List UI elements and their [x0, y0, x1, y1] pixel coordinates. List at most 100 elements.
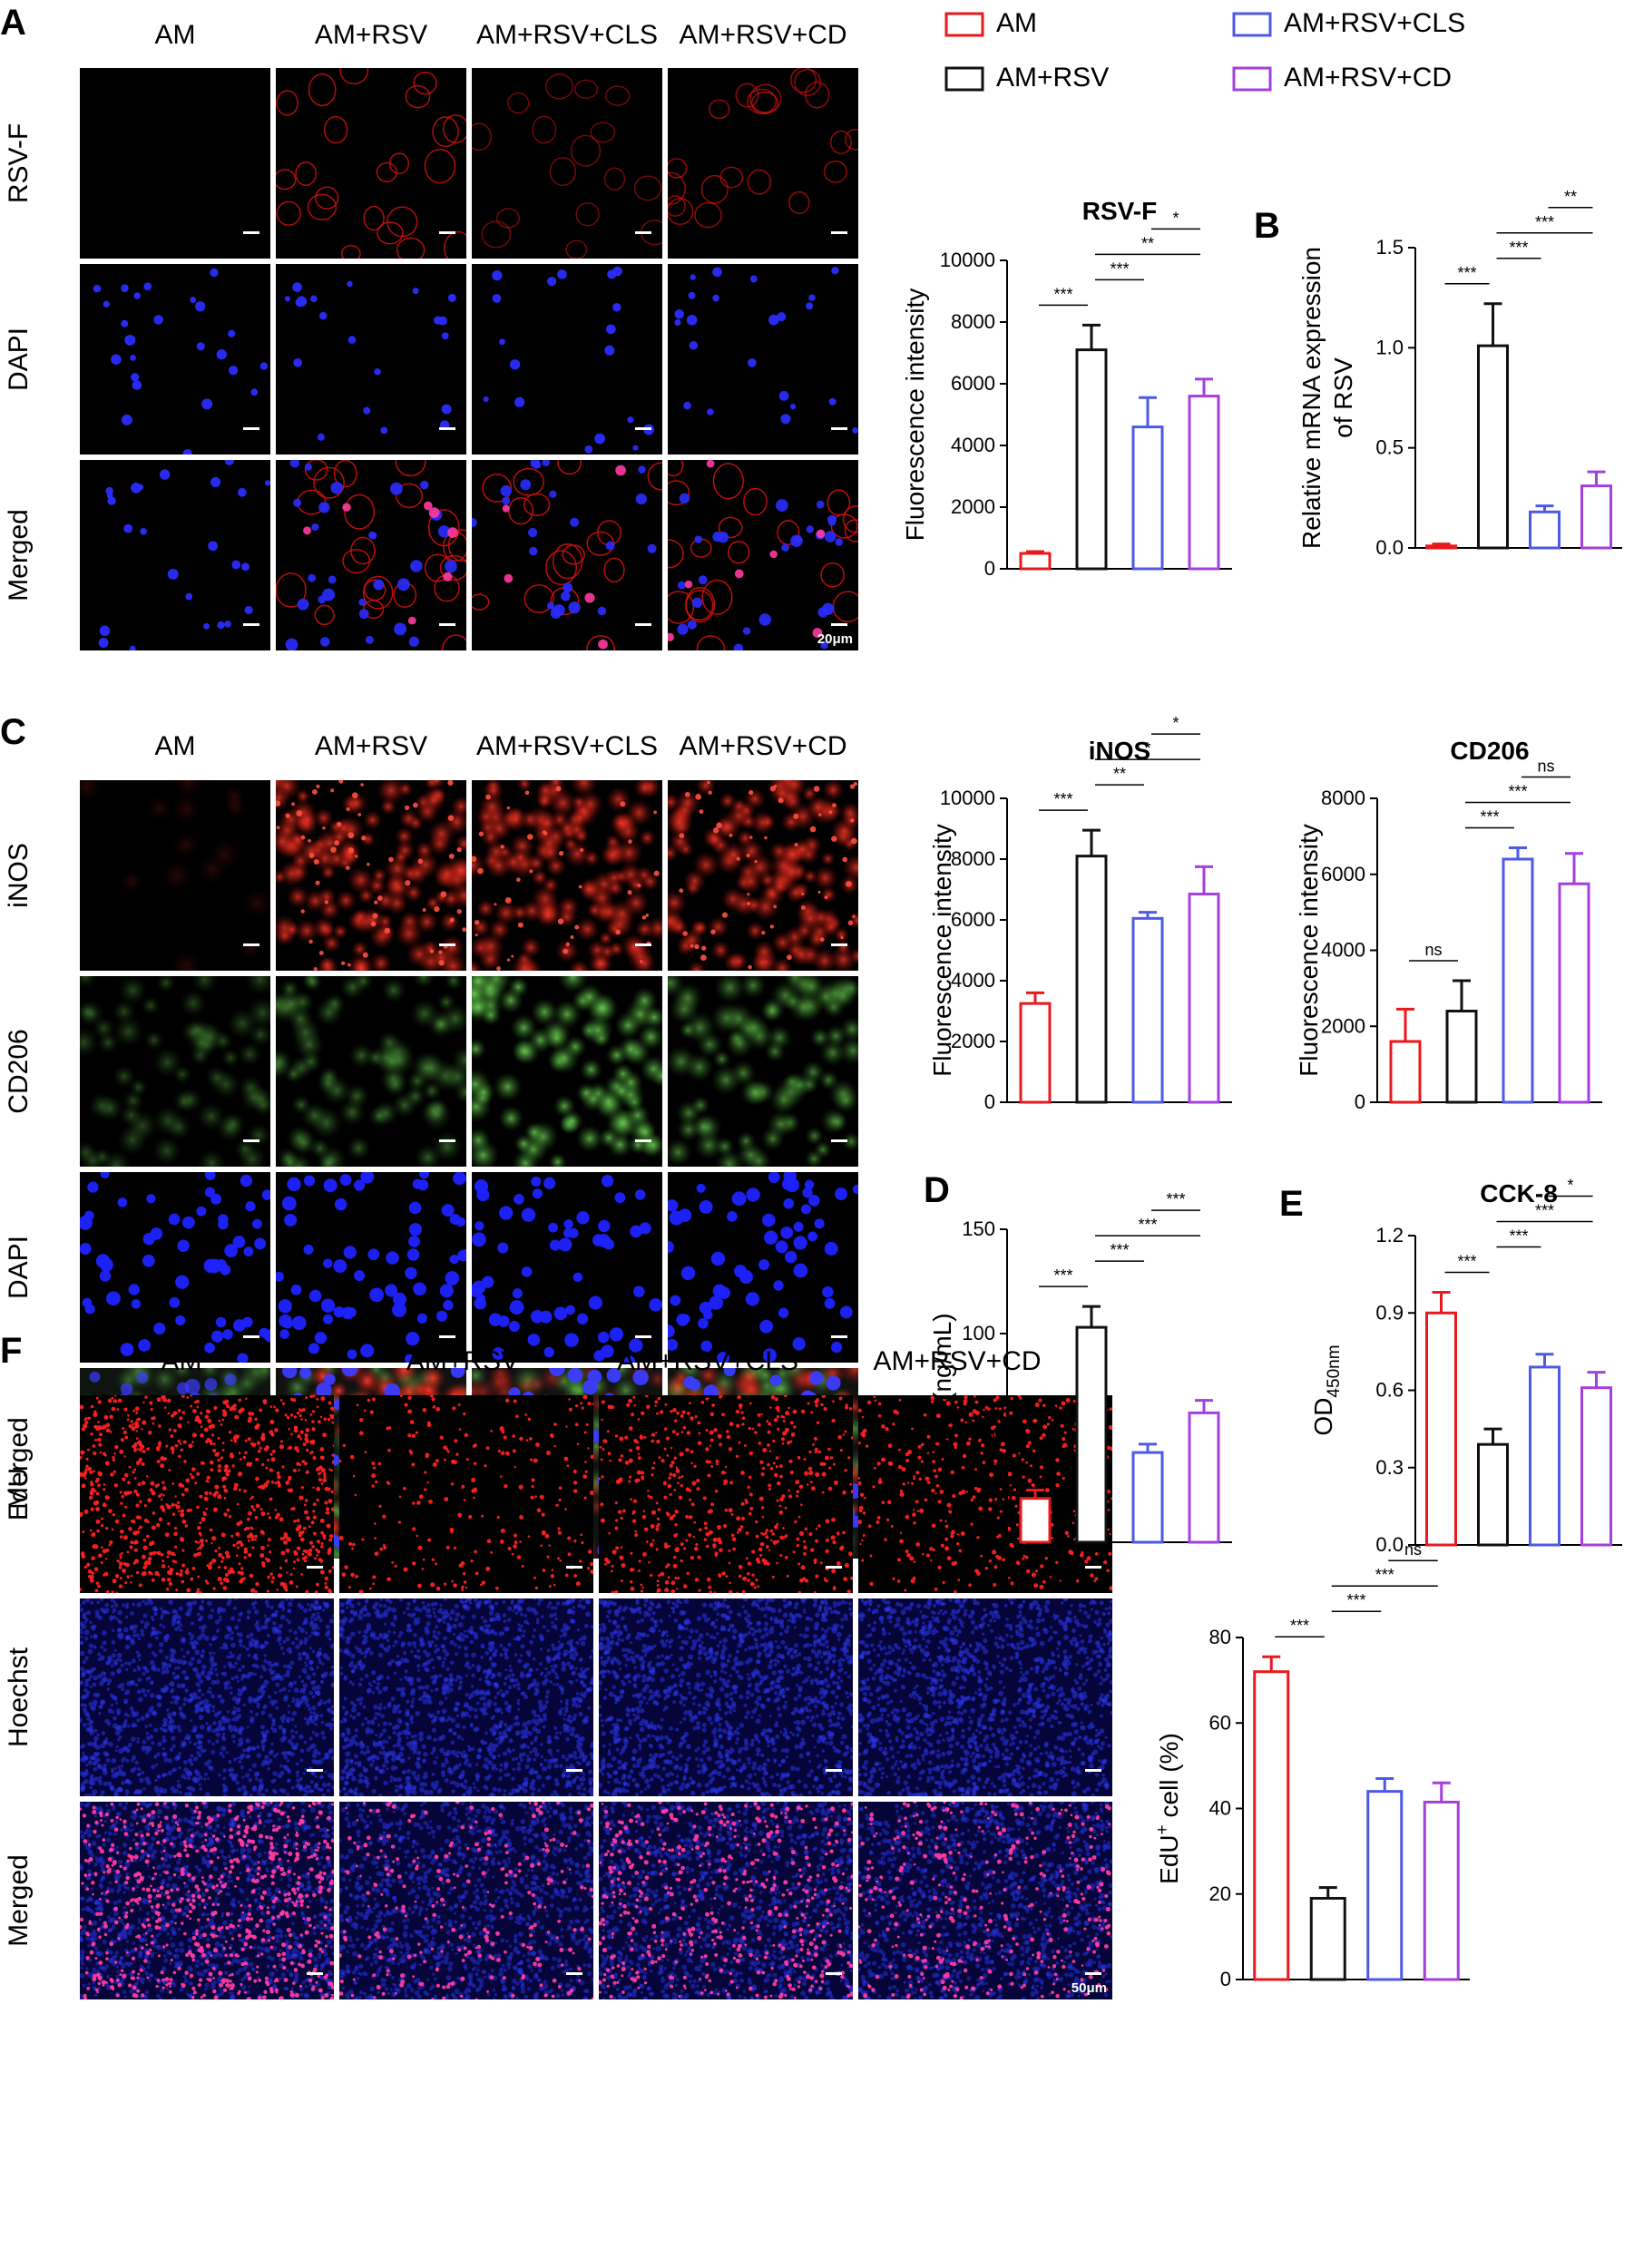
- cell-dot: [405, 1266, 417, 1280]
- cell-dot: [773, 1472, 778, 1478]
- cell-dot: [892, 1422, 895, 1426]
- cell-dot: [609, 1459, 612, 1462]
- cell-dot: [790, 1432, 796, 1437]
- cell-dot: [205, 1480, 209, 1482]
- cell-dot: [825, 1579, 828, 1583]
- cell-dot: [146, 1194, 156, 1204]
- cell-dot: [689, 1498, 692, 1501]
- cell-dot: [620, 1516, 623, 1520]
- cell-outline: [276, 169, 297, 191]
- cell-outline: [441, 634, 466, 650]
- cell-dot: [758, 1547, 763, 1552]
- cell-dot: [235, 1554, 239, 1558]
- cell-dot: [151, 1491, 156, 1496]
- cell-dot: [796, 1537, 800, 1541]
- cell-dot: [101, 1546, 103, 1549]
- cell-dot: [759, 1460, 764, 1465]
- cell-dot: [239, 1458, 242, 1461]
- cell-dot: [1018, 1452, 1021, 1455]
- cell-dot: [232, 1486, 238, 1491]
- cell-dot: [221, 1409, 226, 1413]
- cell-dot: [670, 1589, 676, 1593]
- cell-dot: [745, 1557, 749, 1560]
- cell-outline: [603, 557, 625, 583]
- cell-dot: [574, 1403, 579, 1408]
- cell-dot: [269, 1605, 274, 1609]
- cell-glow: [668, 1138, 693, 1167]
- cell-dot: [199, 1590, 202, 1593]
- cell-dot: [788, 1459, 793, 1464]
- cell-dot: [258, 1793, 261, 1796]
- cell-dot: [247, 1540, 250, 1542]
- cell-dot: [988, 1559, 993, 1563]
- cell-dot: [128, 1527, 132, 1531]
- cell-glow: [150, 1368, 180, 1394]
- cell-dot: [374, 1551, 379, 1557]
- cell-dot: [112, 1458, 116, 1461]
- cell-dot: [279, 1537, 284, 1540]
- cell-dot: [392, 1292, 407, 1306]
- cell-dot: [80, 1450, 85, 1455]
- cell-dot: [222, 1794, 228, 1796]
- cell-dot: [881, 1458, 885, 1461]
- cell-dot: [705, 1397, 709, 1401]
- cell-dot: [507, 1546, 512, 1551]
- cell-dot: [289, 1413, 294, 1417]
- cell-dot: [711, 1403, 715, 1407]
- cell-dot: [250, 1505, 254, 1509]
- cell-dot: [767, 1442, 770, 1447]
- cell-dot: [643, 1527, 649, 1532]
- cell-dot: [412, 288, 419, 295]
- micrograph-tile: [668, 976, 858, 1167]
- cell-dot: [168, 1570, 173, 1576]
- cell-dot: [234, 1675, 239, 1680]
- cell-dot: [220, 1456, 224, 1460]
- cell-dot: [420, 480, 429, 490]
- cell-dot: [227, 1628, 232, 1633]
- micrograph-tile: [472, 460, 662, 650]
- micrograph-tile: [668, 68, 858, 259]
- cell-dot: [873, 1466, 876, 1470]
- cell-glow: [570, 780, 598, 797]
- cell-dot: [166, 1549, 171, 1555]
- cell-dot: [778, 1510, 784, 1515]
- cell-dot: [210, 1608, 215, 1613]
- cell-dot: [273, 1790, 278, 1794]
- cell-dot: [305, 1653, 309, 1657]
- cell-dot: [1109, 1407, 1112, 1411]
- cell-dot: [542, 460, 551, 466]
- cell-dot: [268, 1516, 272, 1520]
- cell-dot: [318, 595, 327, 604]
- cell-dot: [461, 1585, 465, 1589]
- cell-dot: [709, 1438, 714, 1442]
- cell-dot: [396, 578, 410, 591]
- cell-dot: [230, 1534, 234, 1538]
- cell-dot: [85, 1464, 89, 1469]
- cell-dot: [915, 1542, 921, 1547]
- cell-glow: [579, 878, 599, 899]
- cell-dot: [290, 1284, 302, 1295]
- cell-dot: [291, 1507, 296, 1510]
- cell-glow: [557, 818, 577, 838]
- cell-dot: [89, 1490, 94, 1495]
- cell-dot: [618, 1458, 622, 1462]
- cell-dot: [775, 1456, 779, 1460]
- cell-outline: [718, 516, 743, 539]
- cell-dot: [677, 581, 686, 590]
- cell-glow: [383, 1071, 408, 1098]
- cell-dot: [241, 1775, 245, 1779]
- cell-dot: [303, 1461, 308, 1466]
- cell-dot: [94, 1438, 98, 1442]
- cell-dot: [294, 1446, 298, 1451]
- cell-dot: [753, 1586, 757, 1589]
- cell-glow: [416, 1051, 447, 1084]
- cell-dot: [688, 291, 696, 299]
- cell-dot: [842, 1490, 846, 1495]
- cell-dot: [237, 1679, 240, 1683]
- cell-dot: [680, 1475, 684, 1479]
- cell-dot: [945, 1401, 951, 1406]
- cell-dot: [717, 1433, 722, 1439]
- cell-dot: [240, 1407, 245, 1413]
- cell-dot: [685, 1448, 690, 1452]
- cell-glow: [96, 1094, 124, 1122]
